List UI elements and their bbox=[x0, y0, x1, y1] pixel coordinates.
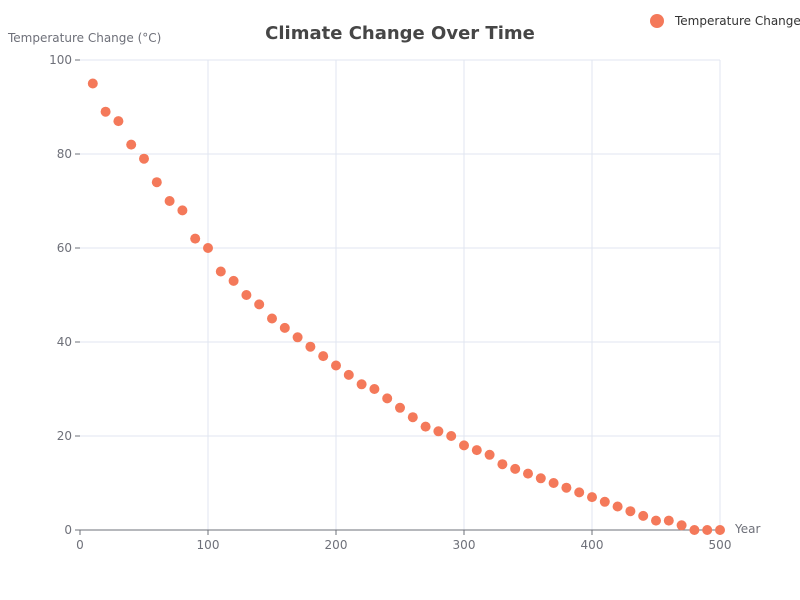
data-point[interactable] bbox=[113, 116, 124, 127]
data-point[interactable] bbox=[535, 473, 546, 484]
data-point[interactable] bbox=[267, 313, 277, 324]
data-point[interactable] bbox=[612, 501, 623, 512]
data-point[interactable] bbox=[241, 290, 252, 300]
chart-title: Climate Change Over Time bbox=[265, 23, 535, 44]
data-point[interactable] bbox=[215, 266, 226, 277]
data-point[interactable] bbox=[689, 525, 700, 535]
data-point[interactable] bbox=[126, 139, 137, 150]
data-point[interactable] bbox=[484, 449, 495, 460]
grid-layer bbox=[80, 59, 721, 530]
legend-label: Temperature Change bbox=[674, 14, 800, 28]
x-tick-label: 300 bbox=[453, 538, 476, 552]
data-point[interactable] bbox=[433, 426, 444, 437]
data-point[interactable] bbox=[318, 351, 329, 362]
data-point[interactable] bbox=[305, 341, 316, 352]
legend[interactable]: Temperature Change bbox=[650, 14, 800, 28]
y-axis-label: Temperature Change (°C) bbox=[7, 31, 161, 45]
data-point[interactable] bbox=[599, 496, 610, 507]
data-point[interactable] bbox=[638, 510, 649, 521]
y-tick-label: 40 bbox=[57, 335, 72, 349]
x-tick-label: 0 bbox=[76, 538, 84, 552]
data-point[interactable] bbox=[574, 487, 585, 498]
data-point[interactable] bbox=[100, 106, 111, 117]
data-point[interactable] bbox=[228, 275, 239, 286]
x-tick-label: 500 bbox=[709, 538, 732, 552]
y-tick-label: 80 bbox=[57, 147, 72, 161]
data-point[interactable] bbox=[459, 440, 469, 451]
data-point[interactable] bbox=[190, 233, 201, 244]
data-point[interactable] bbox=[651, 515, 661, 526]
data-point[interactable] bbox=[279, 322, 290, 333]
data-point[interactable] bbox=[254, 299, 265, 310]
data-point[interactable] bbox=[523, 468, 533, 479]
data-point[interactable] bbox=[587, 492, 597, 503]
data-point[interactable] bbox=[87, 78, 98, 89]
data-point[interactable] bbox=[420, 421, 431, 432]
points-layer bbox=[87, 78, 725, 535]
data-point[interactable] bbox=[343, 369, 354, 380]
y-tick-label: 100 bbox=[49, 53, 72, 67]
data-point[interactable] bbox=[151, 177, 162, 188]
data-point[interactable] bbox=[139, 153, 149, 164]
data-point[interactable] bbox=[715, 525, 725, 535]
legend-marker-icon bbox=[650, 14, 664, 28]
data-point[interactable] bbox=[382, 393, 393, 404]
x-axis-label: Year bbox=[734, 522, 760, 536]
data-point[interactable] bbox=[395, 402, 405, 413]
y-tick-label: 20 bbox=[57, 429, 72, 443]
data-point[interactable] bbox=[702, 525, 713, 535]
data-point[interactable] bbox=[292, 332, 303, 343]
data-point[interactable] bbox=[331, 360, 341, 371]
x-tick-label: 100 bbox=[197, 538, 220, 552]
axis-layer: 0 20 40 60 80 100 0 100 200 300 400 500 bbox=[49, 53, 731, 552]
data-point[interactable] bbox=[177, 205, 188, 216]
data-point[interactable] bbox=[663, 515, 674, 526]
data-point[interactable] bbox=[203, 243, 213, 253]
x-tick-label: 400 bbox=[581, 538, 604, 552]
data-point[interactable] bbox=[625, 506, 636, 517]
data-point[interactable] bbox=[676, 520, 687, 531]
data-point[interactable] bbox=[164, 196, 175, 206]
data-point[interactable] bbox=[548, 478, 559, 488]
y-tick-label: 60 bbox=[57, 241, 72, 255]
x-tick-label: 200 bbox=[325, 538, 348, 552]
data-point[interactable] bbox=[407, 412, 418, 423]
data-point[interactable] bbox=[356, 379, 367, 390]
data-point[interactable] bbox=[471, 445, 482, 456]
data-point[interactable] bbox=[510, 463, 521, 474]
data-point[interactable] bbox=[369, 384, 380, 394]
y-tick-label: 0 bbox=[64, 523, 72, 537]
data-point[interactable] bbox=[561, 482, 572, 493]
data-point[interactable] bbox=[497, 459, 508, 470]
data-point[interactable] bbox=[446, 431, 457, 441]
